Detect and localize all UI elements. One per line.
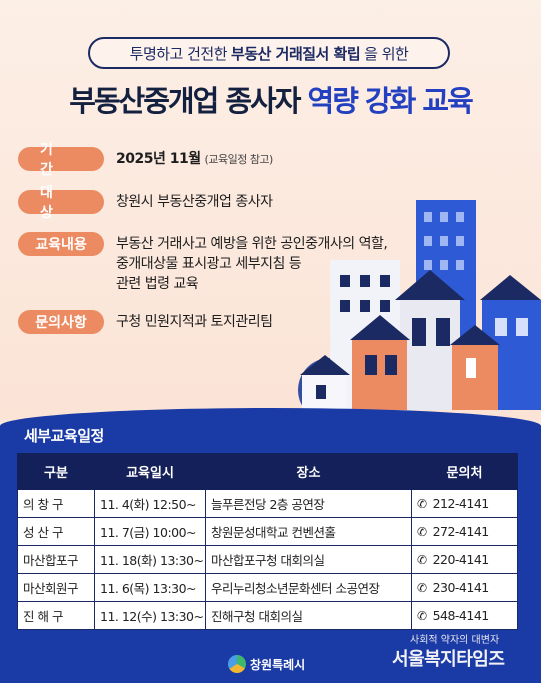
phone-icon: ✆ bbox=[417, 553, 427, 567]
cell-datetime: 11. 6(목) 13:30~ bbox=[94, 573, 206, 602]
cell-datetime: 11. 18(화) 13:30~ bbox=[94, 545, 206, 574]
header-datetime: 교육일시 bbox=[94, 453, 206, 490]
phone-number: 212-4141 bbox=[432, 496, 490, 511]
title-accent: 역량 강화 교육 bbox=[307, 84, 474, 118]
table-row: 의 창 구 11. 4(화) 12:50~ 늘푸른전당 2층 공연장 ✆ 212-… bbox=[17, 489, 518, 518]
info-line: 부동산 거래사고 예방을 위한 공인중개사의 역할, bbox=[116, 236, 388, 252]
info-text: 창원시 부동산중개업 종사자 bbox=[116, 190, 273, 212]
cell-district: 마산합포구 bbox=[17, 545, 95, 574]
table-row: 마산합포구 11. 18(화) 13:30~ 마산합포구청 대회의실 ✆ 220-… bbox=[17, 545, 518, 574]
info-tag: 기간 bbox=[18, 142, 104, 178]
subtitle-pill: 투명하고 건전한 부동산 거래질서 확립 을 위한 bbox=[88, 37, 450, 69]
subtitle-strong: 부동산 거래질서 확립 bbox=[231, 44, 361, 63]
cell-phone: ✆ 212-4141 bbox=[411, 489, 518, 518]
header-district: 구분 bbox=[17, 453, 95, 490]
cell-phone: ✆ 220-4141 bbox=[411, 545, 518, 574]
cell-phone: ✆ 272-4141 bbox=[411, 517, 518, 546]
info-row-target: 대상 창원시 부동산중개업 종사자 bbox=[18, 185, 273, 221]
watermark-brand: 서울복지타임즈 bbox=[392, 649, 505, 670]
table-row: 진 해 구 11. 12(수) 13:30~ 진해구청 대회의실 ✆ 548-41… bbox=[17, 601, 518, 630]
schedule-table: 구분 교육일시 장소 문의처 의 창 구 11. 4(화) 12:50~ 늘푸른… bbox=[17, 453, 518, 630]
info-line: 창원시 부동산중개업 종사자 bbox=[116, 194, 273, 210]
info-line: 구청 민원지적과 토지관리팀 bbox=[116, 314, 273, 330]
cell-datetime: 11. 4(화) 12:50~ bbox=[94, 489, 206, 518]
info-row-content: 교육내용 부동산 거래사고 예방을 위한 공인중개사의 역할, 중개대상물 표시… bbox=[18, 232, 388, 294]
info-text: 2025년 11월 (교육일정 참고) bbox=[116, 147, 273, 170]
cell-place: 우리누리청소년문화센터 소공연장 bbox=[205, 573, 412, 602]
phone-number: 220-4141 bbox=[432, 552, 490, 567]
phone-number: 548-4141 bbox=[432, 608, 490, 623]
cell-place: 마산합포구청 대회의실 bbox=[205, 545, 412, 574]
cell-place: 늘푸른전당 2층 공연장 bbox=[205, 489, 412, 518]
watermark-tagline: 사회적 약자의 대변자 bbox=[410, 635, 500, 646]
title-dark: 부동산중개업 종사자 bbox=[69, 84, 301, 118]
house-orange bbox=[352, 340, 407, 410]
cell-place: 진해구청 대회의실 bbox=[205, 601, 412, 630]
roof bbox=[395, 270, 465, 300]
header-phone: 문의처 bbox=[411, 453, 518, 490]
info-row-inquiry: 문의사항 구청 민원지적과 토지관리팀 bbox=[18, 310, 273, 334]
phone-icon: ✆ bbox=[417, 525, 427, 539]
cell-datetime: 11. 7(금) 10:00~ bbox=[94, 517, 206, 546]
subtitle-before: 투명하고 건전한 bbox=[129, 44, 228, 63]
logo-text: 창원특례시 bbox=[250, 657, 306, 672]
info-line: 관련 법령 교육 bbox=[116, 276, 199, 292]
info-tag: 대상 bbox=[18, 185, 104, 221]
schedule-title: 세부교육일정 bbox=[24, 427, 104, 445]
table-header-row: 구분 교육일시 장소 문의처 bbox=[17, 453, 518, 490]
table-row: 성 산 구 11. 7(금) 10:00~ 창원문성대학교 컨벤션홀 ✆ 272-… bbox=[17, 517, 518, 546]
period-main: 2025년 11월 bbox=[116, 151, 201, 167]
cell-phone: ✆ 548-4141 bbox=[411, 601, 518, 630]
period-note: (교육일정 참고) bbox=[204, 153, 274, 166]
phone-icon: ✆ bbox=[417, 609, 427, 623]
info-row-period: 기간 2025년 11월 (교육일정 참고) bbox=[18, 142, 273, 178]
changwon-logo: 창원특례시 bbox=[228, 655, 305, 673]
cell-datetime: 11. 12(수) 13:30~ bbox=[94, 601, 206, 630]
header-place: 장소 bbox=[205, 453, 412, 490]
table-row: 마산회원구 11. 6(목) 13:30~ 우리누리청소년문화센터 소공연장 ✆… bbox=[17, 573, 518, 602]
cell-district: 진 해 구 bbox=[17, 601, 95, 630]
info-line: 중개대상물 표시광고 세부지침 등 bbox=[116, 256, 302, 272]
page-title: 부동산중개업 종사자 역량 강화 교육 bbox=[0, 78, 541, 120]
info-tag: 교육내용 bbox=[18, 232, 104, 256]
cell-district: 마산회원구 bbox=[17, 573, 95, 602]
phone-icon: ✆ bbox=[417, 581, 427, 595]
cell-district: 의 창 구 bbox=[17, 489, 95, 518]
info-tag: 문의사항 bbox=[18, 310, 104, 334]
changwon-logo-icon bbox=[228, 655, 246, 673]
subtitle-after: 을 위한 bbox=[364, 44, 409, 63]
phone-number: 230-4141 bbox=[432, 580, 490, 595]
phone-number: 272-4141 bbox=[432, 524, 490, 539]
phone-icon: ✆ bbox=[417, 497, 427, 511]
info-text: 부동산 거래사고 예방을 위한 공인중개사의 역할, 중개대상물 표시광고 세부… bbox=[116, 232, 388, 294]
cell-phone: ✆ 230-4141 bbox=[411, 573, 518, 602]
info-text: 구청 민원지적과 토지관리팀 bbox=[116, 310, 273, 332]
buildings-illustration bbox=[298, 200, 541, 420]
house-white bbox=[400, 300, 460, 410]
cell-district: 성 산 구 bbox=[17, 517, 95, 546]
cell-place: 창원문성대학교 컨벤션홀 bbox=[205, 517, 412, 546]
